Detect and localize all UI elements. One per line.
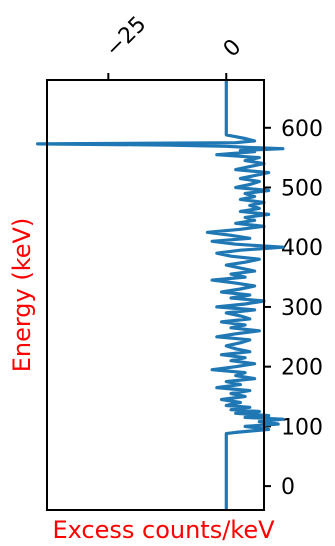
y-tick-label: 500 (281, 177, 323, 202)
y-tick-label: 0 (281, 475, 295, 500)
x-tick-label: 0 (219, 35, 247, 63)
x-axis-label: Excess counts/keV (52, 516, 275, 544)
tick-layer: 0 100 200 300 400 500 600 −25 0 (101, 12, 323, 500)
plot-frame (46, 79, 265, 511)
y-tick-label: 200 (281, 356, 323, 381)
y-tick-label: 400 (281, 236, 323, 261)
y-axis-label: Energy (keV) (8, 218, 36, 373)
y-tick-label: 100 (281, 415, 323, 440)
y-tick-label: 600 (281, 117, 323, 142)
x-tick-label: −25 (101, 12, 152, 63)
y-tick-label: 300 (281, 296, 323, 321)
series-line (36, 80, 285, 510)
series-layer (36, 80, 285, 510)
